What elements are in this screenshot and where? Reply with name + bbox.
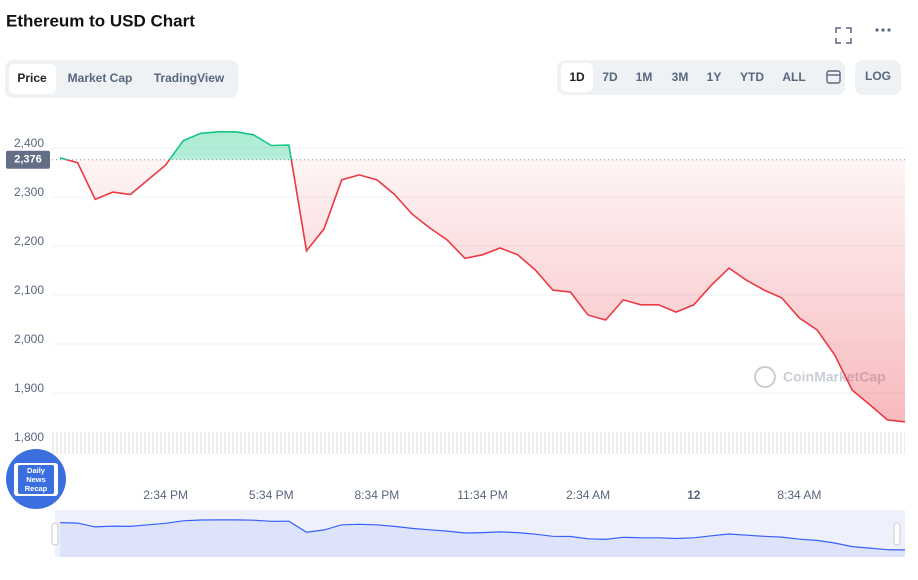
log-group: [855, 60, 901, 95]
nav-line: [59, 519, 906, 551]
y-tick-label: 1,800: [14, 430, 44, 444]
tab[interactable]: Market Cap: [68, 71, 133, 85]
tab[interactable]: Price: [17, 71, 47, 85]
range-active: [561, 63, 593, 92]
baseline-label: 2,376: [14, 154, 42, 166]
area-down: [60, 159, 905, 422]
range-button[interactable]: 3M: [672, 70, 689, 84]
range-button[interactable]: 7D: [602, 70, 618, 84]
tab[interactable]: TradingView: [154, 71, 225, 85]
x-tick-label: 2:34 PM: [143, 488, 188, 502]
x-tick-label: 2:34 AM: [566, 488, 610, 502]
range-group: [557, 60, 845, 95]
fullscreen-icon[interactable]: [835, 27, 852, 44]
calendar-icon[interactable]: [826, 70, 841, 84]
range-button[interactable]: 1Y: [707, 70, 722, 84]
x-tick-label: 8:34 AM: [777, 488, 821, 502]
badge-text: Recap: [25, 484, 48, 493]
price-line-down: [64, 159, 906, 423]
range-button[interactable]: YTD: [740, 70, 764, 84]
y-tick-label: 2,400: [14, 136, 44, 150]
y-tick-label: 2,000: [14, 332, 44, 346]
more-icon[interactable]: [875, 28, 891, 32]
tab-group: [5, 60, 238, 98]
nav-area: [60, 519, 905, 557]
badge-text: Daily: [27, 466, 46, 475]
log-button[interactable]: LOG: [865, 69, 891, 83]
badge-inner: [18, 465, 54, 494]
watermark-logo: [754, 366, 776, 388]
price-line-up: [59, 131, 293, 160]
x-tick-label: 12: [687, 488, 701, 502]
range-button[interactable]: 1M: [636, 70, 653, 84]
y-tick-label: 2,300: [14, 185, 44, 199]
tab-active: [9, 64, 56, 94]
baseline-tag: [6, 150, 50, 169]
chart-title: Ethereum to USD Chart: [6, 11, 195, 30]
y-tick-label: 2,200: [14, 234, 44, 248]
y-tick-label: 2,100: [14, 283, 44, 297]
range-button[interactable]: 1D: [569, 70, 585, 84]
badge-text: News: [26, 475, 46, 484]
area-up: [60, 131, 292, 160]
x-tick-label: 8:34 PM: [355, 488, 400, 502]
y-tick-label: 1,900: [14, 381, 44, 395]
nav-handle[interactable]: [51, 522, 59, 546]
range-button[interactable]: ALL: [782, 70, 805, 84]
nav-handle[interactable]: [893, 522, 901, 546]
volume-bars: [52, 432, 905, 454]
x-tick-label: 11:34 PM: [457, 488, 507, 502]
x-tick-label: 5:34 PM: [249, 488, 294, 502]
